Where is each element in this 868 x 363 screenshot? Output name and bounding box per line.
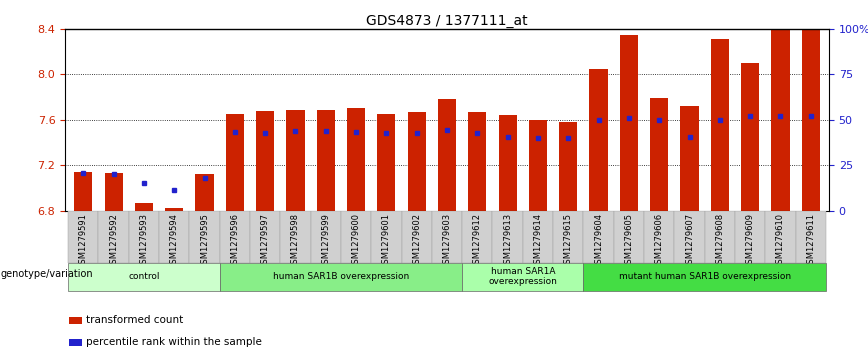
- FancyBboxPatch shape: [583, 263, 826, 291]
- FancyBboxPatch shape: [462, 263, 583, 291]
- FancyBboxPatch shape: [68, 263, 220, 291]
- Bar: [644, 211, 674, 263]
- Bar: [529, 120, 547, 211]
- Text: GSM1279595: GSM1279595: [200, 213, 209, 269]
- Bar: [583, 211, 614, 263]
- Bar: [681, 106, 699, 211]
- Bar: [766, 211, 796, 263]
- Text: genotype/variation: genotype/variation: [1, 269, 94, 279]
- Text: mutant human SAR1B overexpression: mutant human SAR1B overexpression: [619, 272, 791, 281]
- Bar: [69, 339, 82, 346]
- Bar: [523, 211, 553, 263]
- Bar: [256, 111, 274, 211]
- Bar: [492, 211, 523, 263]
- Text: GSM1279612: GSM1279612: [473, 213, 482, 269]
- Bar: [650, 98, 668, 211]
- Bar: [280, 211, 311, 263]
- Text: GSM1279611: GSM1279611: [806, 213, 815, 269]
- FancyBboxPatch shape: [220, 263, 462, 291]
- Bar: [372, 211, 402, 263]
- Text: GSM1279610: GSM1279610: [776, 213, 785, 269]
- Bar: [195, 174, 214, 211]
- Bar: [674, 211, 705, 263]
- Text: GSM1279602: GSM1279602: [412, 213, 421, 269]
- Text: GSM1279598: GSM1279598: [291, 213, 300, 269]
- Bar: [341, 211, 372, 263]
- Text: GSM1279592: GSM1279592: [109, 213, 118, 269]
- Bar: [165, 208, 183, 211]
- Bar: [741, 63, 760, 211]
- Bar: [438, 99, 456, 211]
- Text: human SAR1B overexpression: human SAR1B overexpression: [273, 272, 409, 281]
- Bar: [402, 211, 432, 263]
- Bar: [74, 172, 92, 211]
- Bar: [614, 211, 644, 263]
- Bar: [559, 122, 577, 211]
- Text: percentile rank within the sample: percentile rank within the sample: [86, 337, 262, 347]
- Text: GSM1279596: GSM1279596: [230, 213, 240, 269]
- Bar: [159, 211, 189, 263]
- Bar: [711, 39, 729, 211]
- Text: GSM1279605: GSM1279605: [624, 213, 634, 269]
- Bar: [462, 211, 492, 263]
- Bar: [226, 114, 244, 211]
- Text: GSM1279615: GSM1279615: [563, 213, 573, 269]
- Bar: [408, 112, 426, 211]
- Bar: [286, 110, 305, 211]
- Bar: [189, 211, 220, 263]
- Bar: [620, 35, 638, 211]
- Bar: [498, 115, 516, 211]
- Text: GSM1279600: GSM1279600: [352, 213, 360, 269]
- Title: GDS4873 / 1377111_at: GDS4873 / 1377111_at: [366, 14, 528, 28]
- Text: GSM1279594: GSM1279594: [170, 213, 179, 269]
- Bar: [128, 211, 159, 263]
- Text: GSM1279607: GSM1279607: [685, 213, 694, 269]
- Text: GSM1279606: GSM1279606: [654, 213, 664, 269]
- Bar: [220, 211, 250, 263]
- Bar: [553, 211, 583, 263]
- Text: human SAR1A
overexpression: human SAR1A overexpression: [489, 267, 557, 286]
- Text: GSM1279593: GSM1279593: [140, 213, 148, 269]
- Text: GSM1279613: GSM1279613: [503, 213, 512, 269]
- Bar: [311, 211, 341, 263]
- Bar: [135, 203, 153, 211]
- Bar: [735, 211, 766, 263]
- Bar: [98, 211, 128, 263]
- Text: GSM1279609: GSM1279609: [746, 213, 754, 269]
- Text: transformed count: transformed count: [86, 315, 183, 325]
- Bar: [69, 317, 82, 323]
- Bar: [347, 109, 365, 211]
- Text: GSM1279603: GSM1279603: [443, 213, 451, 269]
- Text: GSM1279604: GSM1279604: [594, 213, 603, 269]
- Bar: [68, 211, 98, 263]
- Bar: [104, 173, 122, 211]
- Bar: [250, 211, 280, 263]
- Bar: [432, 211, 462, 263]
- Text: GSM1279597: GSM1279597: [260, 213, 270, 269]
- Text: control: control: [128, 272, 160, 281]
- Bar: [317, 110, 335, 211]
- Bar: [468, 112, 486, 211]
- Bar: [796, 211, 826, 263]
- Bar: [802, 29, 820, 211]
- Bar: [589, 69, 608, 211]
- Text: GSM1279601: GSM1279601: [382, 213, 391, 269]
- Bar: [378, 114, 396, 211]
- Text: GSM1279608: GSM1279608: [715, 213, 724, 269]
- Text: GSM1279614: GSM1279614: [534, 213, 542, 269]
- Bar: [772, 30, 790, 211]
- Text: GSM1279591: GSM1279591: [79, 213, 88, 269]
- Text: GSM1279599: GSM1279599: [321, 213, 331, 269]
- Bar: [705, 211, 735, 263]
